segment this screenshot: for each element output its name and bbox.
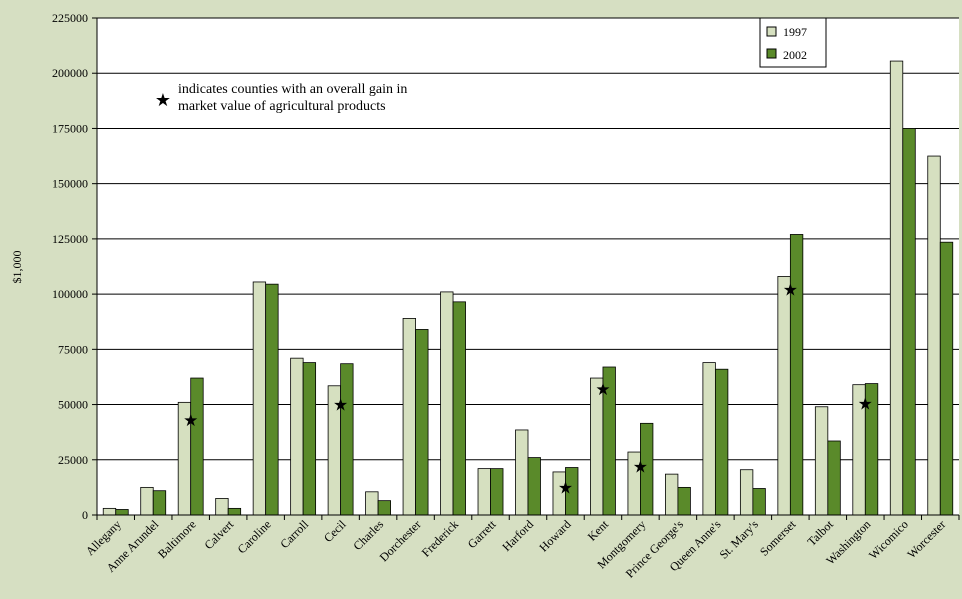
bar-2002-charles <box>377 500 391 516</box>
bar-2002-worcester <box>939 241 954 516</box>
bar-1997-allegany <box>102 507 117 516</box>
bar-2002-queen-anne-s <box>714 368 729 516</box>
legend-label-1997: 1997 <box>783 25 807 39</box>
legend-swatch-1997 <box>766 26 777 37</box>
x-tick-label: Worcester <box>904 517 948 561</box>
y-tick-label: 200000 <box>52 66 88 80</box>
x-tick-label: Harford <box>499 517 536 554</box>
gridlines <box>97 17 959 461</box>
bar-2002-caroline <box>265 283 279 516</box>
annotation-star-icon: ★ <box>155 90 171 110</box>
y-tick-label: 75000 <box>58 342 88 356</box>
bar-1997-caroline <box>252 281 267 516</box>
bar-1997-st-mary-s <box>739 469 754 516</box>
annotation-line-2: market value of agricultural products <box>178 99 386 114</box>
legend-label-2002: 2002 <box>783 48 807 62</box>
x-tick-label: Howard <box>536 517 573 554</box>
legend-box <box>759 17 827 68</box>
x-tick-label: Kent <box>585 517 612 544</box>
x-tick-label: Garrett <box>465 517 499 551</box>
x-tick-label: Calvert <box>201 517 236 552</box>
gain-star-icon: ★ <box>183 411 198 430</box>
bar-1997-garrett <box>477 468 491 516</box>
bar-1997-queen-anne-s <box>702 362 716 516</box>
bar-2002-somerset <box>789 234 804 516</box>
annotation: ★ indicates counties with an overall gai… <box>155 82 407 114</box>
x-tick-label: Charles <box>350 517 386 553</box>
x-tick-label: Carroll <box>277 517 311 551</box>
bar-1997-prince-george-s <box>665 473 679 516</box>
x-tick-label: St. Mary's <box>717 517 762 562</box>
x-tick-label: Talbot <box>804 517 836 549</box>
bar-1997-anne-arundel <box>140 486 154 516</box>
bar-1997-charles <box>365 491 379 516</box>
bar-2002-carroll <box>302 362 317 516</box>
gain-star-icon: ★ <box>783 281 798 300</box>
gain-star-icon: ★ <box>558 478 573 497</box>
bar-1997-calvert <box>215 498 229 516</box>
y-tick-label: 50000 <box>58 398 88 412</box>
legend-swatch-2002 <box>766 48 777 59</box>
gain-star-icon: ★ <box>858 394 873 413</box>
x-tick-label: Frederick <box>419 517 461 559</box>
bar-2002-st-mary-s <box>752 488 766 516</box>
y-tick-label: 0 <box>82 508 88 522</box>
bar-1997-wicomico <box>889 60 904 516</box>
x-tick-label: Cecil <box>321 517 349 545</box>
bar-2002-baltimore <box>190 377 204 516</box>
bar-2002-frederick <box>452 301 466 516</box>
gain-star-icon: ★ <box>633 457 648 476</box>
bar-2002-garrett <box>490 468 504 516</box>
y-tick-label: 25000 <box>58 453 88 467</box>
bars <box>102 60 954 516</box>
y-tick-label: 150000 <box>52 177 88 191</box>
legend: 1997 2002 <box>759 17 827 68</box>
gain-star-icon: ★ <box>333 396 348 415</box>
bar-2002-anne-arundel <box>152 490 167 516</box>
bar-2002-calvert <box>227 507 242 516</box>
x-tick-label: Baltimore <box>155 517 199 561</box>
x-tick-label: Somerset <box>757 517 799 559</box>
bar-1997-frederick <box>440 291 454 516</box>
bar-1997-harford <box>515 429 529 516</box>
x-tick-label: Caroline <box>235 517 274 556</box>
y-axis-label: $1,000 <box>10 251 24 284</box>
bar-2002-dorchester <box>415 329 429 516</box>
bar-1997-talbot <box>814 406 829 516</box>
y-tick-labels: 0 25000 50000 75000 100000 125000 150000 175000… <box>52 11 97 522</box>
bar-2002-cecil <box>340 363 354 516</box>
bar-1997-somerset <box>777 276 791 516</box>
bar-1997-worcester <box>927 155 941 516</box>
axes <box>96 18 959 516</box>
x-tick-label: Dorchester <box>377 517 424 564</box>
x-tick-label: Wicomico <box>866 517 911 562</box>
bar-2002-wicomico <box>902 128 916 516</box>
bar-1997-dorchester <box>402 318 416 516</box>
y-tick-label: 225000 <box>52 11 88 25</box>
bar-2002-harford <box>527 457 541 516</box>
gain-markers: ★ ★ ★ ★ ★ ★ ★ <box>183 281 873 498</box>
bar-2002-allegany <box>115 509 129 516</box>
y-tick-label: 100000 <box>52 287 88 301</box>
gain-star-icon: ★ <box>595 380 610 399</box>
bar-1997-carroll <box>290 357 304 516</box>
y-tick-label: 175000 <box>52 121 88 135</box>
annotation-line-1: indicates counties with an overall gain … <box>178 82 407 97</box>
bar-2002-talbot <box>827 440 841 516</box>
bar-2002-prince-george-s <box>677 486 691 516</box>
y-tick-label: 125000 <box>52 232 88 246</box>
